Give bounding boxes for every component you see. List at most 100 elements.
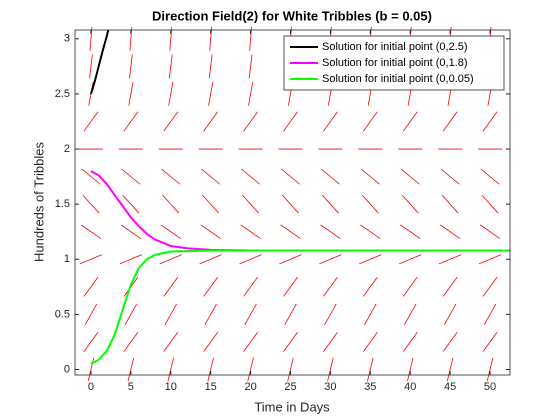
direction-segment	[279, 254, 302, 265]
direction-segment	[87, 357, 95, 382]
direction-segment	[248, 54, 253, 79]
y-axis-label: Hundreds of Tribbles	[31, 142, 46, 262]
direction-segment	[440, 168, 460, 185]
direction-segment	[320, 224, 341, 239]
solution-line	[90, 249, 510, 365]
legend-label: Solution for initial point (0,2.5)	[322, 41, 468, 53]
direction-segment	[442, 111, 458, 132]
direction-segment	[361, 194, 379, 214]
direction-segment	[362, 276, 378, 297]
y-tick-label: 3	[64, 33, 70, 45]
legend-label: Solution for initial point (0,1.8)	[322, 57, 468, 69]
direction-segment	[243, 331, 258, 352]
direction-segment	[168, 82, 174, 106]
direction-segment	[482, 276, 498, 297]
direction-segment	[242, 194, 259, 214]
direction-segment	[127, 357, 135, 382]
direction-segment	[401, 194, 419, 214]
y-tick-label: 2.5	[55, 88, 70, 100]
x-tick-label: 45	[444, 381, 456, 393]
direction-segment	[480, 168, 500, 185]
direction-segment	[323, 331, 338, 352]
direction-segment	[482, 331, 498, 352]
direction-segment	[283, 331, 298, 352]
x-tick-label: 40	[404, 381, 416, 393]
direction-segment	[159, 254, 183, 265]
direction-segment	[203, 331, 219, 352]
x-tick-label: 5	[128, 381, 134, 393]
direction-segment	[281, 168, 301, 185]
direction-segment	[284, 303, 297, 326]
direction-segment	[123, 111, 139, 132]
direction-segment	[129, 26, 133, 51]
direction-segment	[163, 276, 179, 297]
direction-segment	[81, 168, 101, 185]
y-tick-label: 0.5	[55, 308, 70, 320]
direction-segment	[483, 303, 497, 326]
direction-segment	[287, 357, 294, 382]
direction-segment	[479, 224, 501, 239]
direction-segment	[239, 254, 262, 265]
x-tick-label: 35	[364, 381, 376, 393]
direction-segment	[364, 303, 377, 326]
direction-segment	[282, 194, 299, 214]
direction-segment	[323, 111, 338, 132]
direction-segment	[164, 303, 177, 326]
direction-segment	[83, 331, 99, 352]
direction-segment	[402, 331, 418, 352]
direction-segment	[442, 276, 458, 297]
direction-segment	[122, 194, 140, 214]
chart-title: Direction Field(2) for White Tribbles (b…	[152, 8, 432, 23]
x-tick-label: 50	[484, 381, 496, 393]
direction-segment	[128, 82, 134, 106]
direction-segment	[167, 357, 174, 382]
direction-segment	[84, 303, 98, 326]
y-tick-label: 2	[64, 143, 70, 155]
direction-segment	[129, 54, 133, 79]
direction-segment	[89, 26, 93, 51]
direction-segment	[402, 276, 418, 297]
direction-segment	[367, 357, 374, 382]
direction-segment	[199, 254, 222, 265]
direction-segment	[89, 54, 93, 79]
legend-label: Solution for initial point (0,0.05)	[322, 73, 474, 85]
direction-segment	[163, 331, 179, 352]
direction-segment	[241, 168, 261, 185]
direction-segment	[169, 26, 173, 51]
direction-segment	[168, 54, 173, 79]
x-tick-label: 10	[165, 381, 177, 393]
direction-segment	[244, 303, 257, 326]
direction-segment	[280, 224, 301, 239]
direction-segment	[400, 168, 420, 185]
direction-segment	[162, 194, 180, 214]
direction-segment	[360, 168, 380, 185]
direction-segment	[201, 168, 221, 185]
legend-box	[283, 35, 505, 91]
direction-segment	[203, 111, 219, 132]
direction-segment	[359, 254, 382, 265]
direction-segment	[398, 254, 422, 265]
solution-line	[90, 170, 510, 252]
direction-segment	[362, 111, 378, 132]
direction-segment	[446, 357, 454, 382]
direction-segment	[79, 254, 103, 265]
direction-segment	[320, 168, 340, 185]
direction-segment	[119, 254, 143, 265]
direction-segment	[120, 224, 141, 239]
direction-segment	[204, 303, 217, 326]
direction-segment	[207, 357, 214, 382]
y-tick-label: 0	[64, 363, 70, 375]
direction-segment	[208, 82, 214, 106]
direction-segment	[83, 111, 99, 132]
direction-segment	[83, 276, 99, 297]
x-tick-label: 30	[324, 381, 336, 393]
direction-segment	[243, 111, 258, 132]
direction-segment	[327, 357, 334, 382]
direction-segment	[203, 276, 219, 297]
x-tick-label: 15	[205, 381, 217, 393]
direction-segment	[402, 111, 418, 132]
direction-segment	[438, 254, 462, 265]
direction-segment	[283, 111, 298, 132]
